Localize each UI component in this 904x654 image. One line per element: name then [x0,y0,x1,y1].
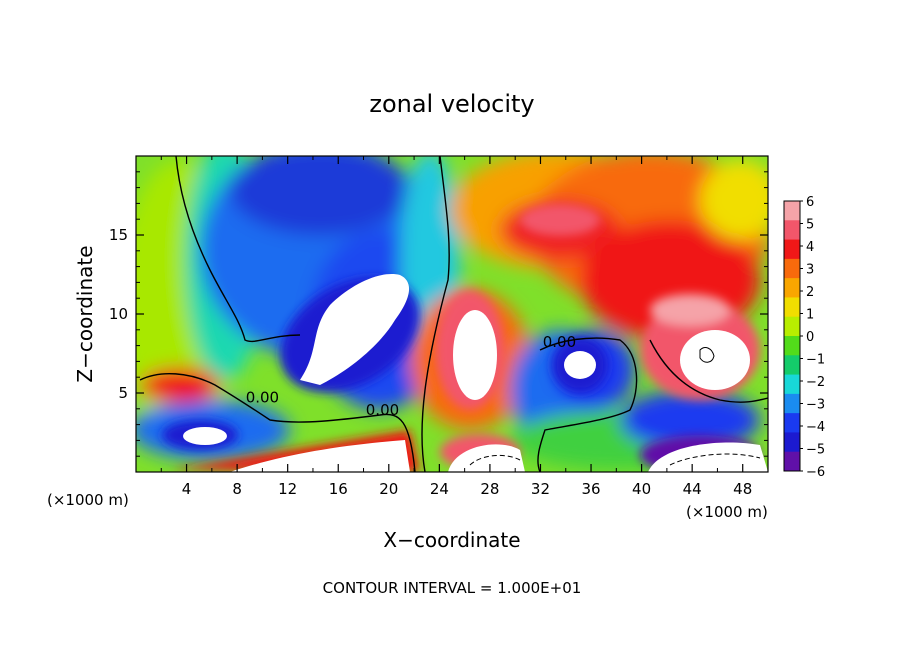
colorbar-segment [784,355,800,376]
x-tick-label: 44 [683,480,702,498]
y-axis: 5 10 15 [109,171,768,457]
x-tick-label: 16 [329,480,348,498]
colorbar-segment [784,297,800,318]
colorbar-tick-label: −3 [806,398,825,413]
colorbar-tick-label: 0 [806,330,814,345]
contour-interval: CONTOUR INTERVAL = 1.000E+01 [323,579,582,597]
colorbar-segment [784,374,800,395]
chart-title: zonal velocity [369,90,534,118]
x-tick-label: 20 [379,480,398,498]
colorbar-tick-label: −4 [806,420,825,435]
y-tick-label: 15 [109,226,128,244]
x-tick-label: 36 [581,480,600,498]
colorbar-tick-label: 4 [806,240,814,255]
y-tick-label: 5 [118,384,128,402]
colorbar-segment [784,393,800,414]
x-axis: 4 8 12 16 20 24 28 32 36 40 44 48 [160,156,752,498]
colorbar-tick-label: −1 [806,353,825,368]
colorbar-tick-label: 6 [806,195,814,210]
y-tick-label: 10 [109,305,128,323]
contour-label: 0.00 [543,333,576,351]
colorbar-tick-label: −5 [806,443,825,458]
colorbar: 6 5 4 3 2 1 0 −1 −2 −3 −4 −5 −6 [783,195,825,480]
colorbar-segment [784,239,800,260]
colorbar-segment [784,451,800,472]
contour-labels: 0.00 0.00 0.00 [246,333,576,419]
x-tick-label: 32 [531,480,550,498]
colorbar-segment [784,413,800,433]
x-unit-right: (×1000 m) [686,503,768,521]
x-tick-label: 8 [232,480,242,498]
colorbar-segment [784,220,800,241]
colorbar-segment [784,278,800,298]
colorbar-tick-label: 1 [806,308,814,323]
colorbar-segment [784,201,800,221]
colorbar-tick-label: 3 [806,263,814,278]
heatmap-field [136,156,768,472]
colorbar-segment [784,432,800,453]
colorbar-tick-label: −2 [806,375,825,390]
colorbar-segment [784,336,800,356]
x-axis-label: X−coordinate [383,528,520,552]
x-unit-left: (×1000 m) [47,491,129,509]
x-tick-label: 40 [632,480,651,498]
x-tick-label: 12 [278,480,297,498]
x-tick-label: 48 [733,480,752,498]
contour-label: 0.00 [366,401,399,419]
y-axis-label: Z−coordinate [73,245,97,382]
colorbar-segment [784,258,800,279]
x-tick-label: 28 [480,480,499,498]
contour-lines [139,156,768,472]
x-tick-label: 4 [182,480,192,498]
colorbar-tick-label: −6 [806,465,825,480]
contour-label: 0.00 [246,388,279,406]
colorbar-tick-label: 5 [806,218,814,233]
colorbar-tick-label: 2 [806,285,814,300]
x-tick-label: 24 [430,480,449,498]
colorbar-segment [784,316,800,337]
